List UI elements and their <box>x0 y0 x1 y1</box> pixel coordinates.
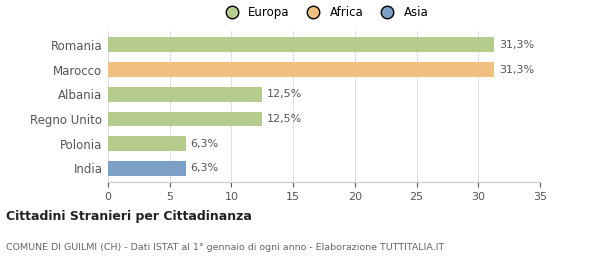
Bar <box>108 136 186 151</box>
Bar <box>108 161 186 176</box>
Bar <box>108 112 262 126</box>
Text: 6,3%: 6,3% <box>191 139 219 149</box>
Text: 31,3%: 31,3% <box>499 40 535 50</box>
Text: 6,3%: 6,3% <box>191 163 219 173</box>
Legend: Europa, Africa, Asia: Europa, Africa, Asia <box>220 6 428 19</box>
Text: COMUNE DI GUILMI (CH) - Dati ISTAT al 1° gennaio di ogni anno - Elaborazione TUT: COMUNE DI GUILMI (CH) - Dati ISTAT al 1°… <box>6 243 444 252</box>
Bar <box>108 87 262 102</box>
Text: Cittadini Stranieri per Cittadinanza: Cittadini Stranieri per Cittadinanza <box>6 210 252 223</box>
Text: 31,3%: 31,3% <box>499 64 535 75</box>
Text: 12,5%: 12,5% <box>267 89 302 99</box>
Bar <box>108 62 494 77</box>
Bar <box>108 37 494 52</box>
Text: 12,5%: 12,5% <box>267 114 302 124</box>
